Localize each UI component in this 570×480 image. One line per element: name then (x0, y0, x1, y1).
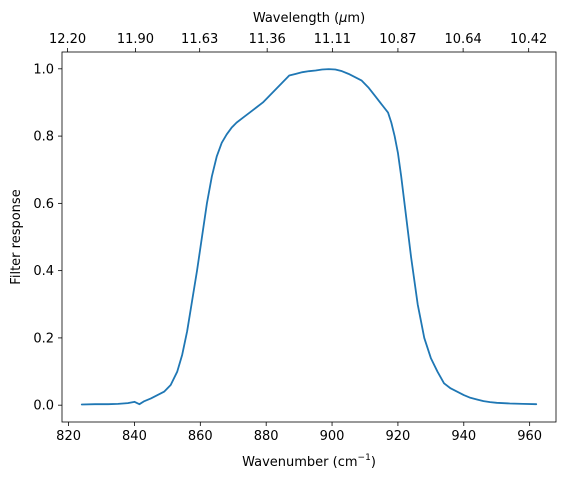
y-tick-label: 0.0 (33, 399, 54, 414)
x-tick-label: 820 (56, 429, 81, 444)
y-tick-label: 0.6 (33, 197, 54, 212)
plot-frame (61, 51, 557, 423)
top-tick-label: 11.63 (181, 32, 218, 47)
x-tick-label: 840 (122, 429, 147, 444)
top-tick-label: 11.36 (249, 32, 286, 47)
filter-response-line (80, 68, 538, 406)
x-tick-label: 940 (451, 429, 476, 444)
top-tick-label: 10.42 (510, 32, 547, 47)
top-tick-label: 11.11 (314, 32, 351, 47)
top-axis-label: Wavelength (μm) (253, 11, 365, 26)
y-axis: 0.0 0.2 0.4 0.6 0.8 1.0 (33, 62, 62, 414)
top-tick-label: 12.20 (49, 32, 86, 47)
x-tick-label: 920 (386, 429, 411, 444)
x-axis: 820 840 860 880 900 920 940 960 (56, 422, 542, 444)
y-tick-label: 0.4 (33, 264, 54, 279)
x-tick-label: 880 (254, 429, 279, 444)
x-axis-label: Wavenumber (cm−1) (242, 453, 376, 470)
y-tick-label: 0.8 (33, 130, 54, 145)
y-tick-label: 1.0 (33, 62, 54, 77)
top-tick-label: 11.90 (117, 32, 154, 47)
x-tick-label: 960 (517, 429, 542, 444)
top-axis: 12.20 11.90 11.63 11.36 11.11 10.87 10.64 10.42 (49, 32, 547, 52)
y-tick-label: 0.2 (33, 331, 54, 346)
top-tick-label: 10.87 (379, 32, 416, 47)
top-tick-label: 10.64 (445, 32, 482, 47)
x-tick-label: 860 (188, 429, 213, 444)
x-tick-label: 900 (320, 429, 345, 444)
y-axis-label: Filter response (9, 189, 24, 284)
